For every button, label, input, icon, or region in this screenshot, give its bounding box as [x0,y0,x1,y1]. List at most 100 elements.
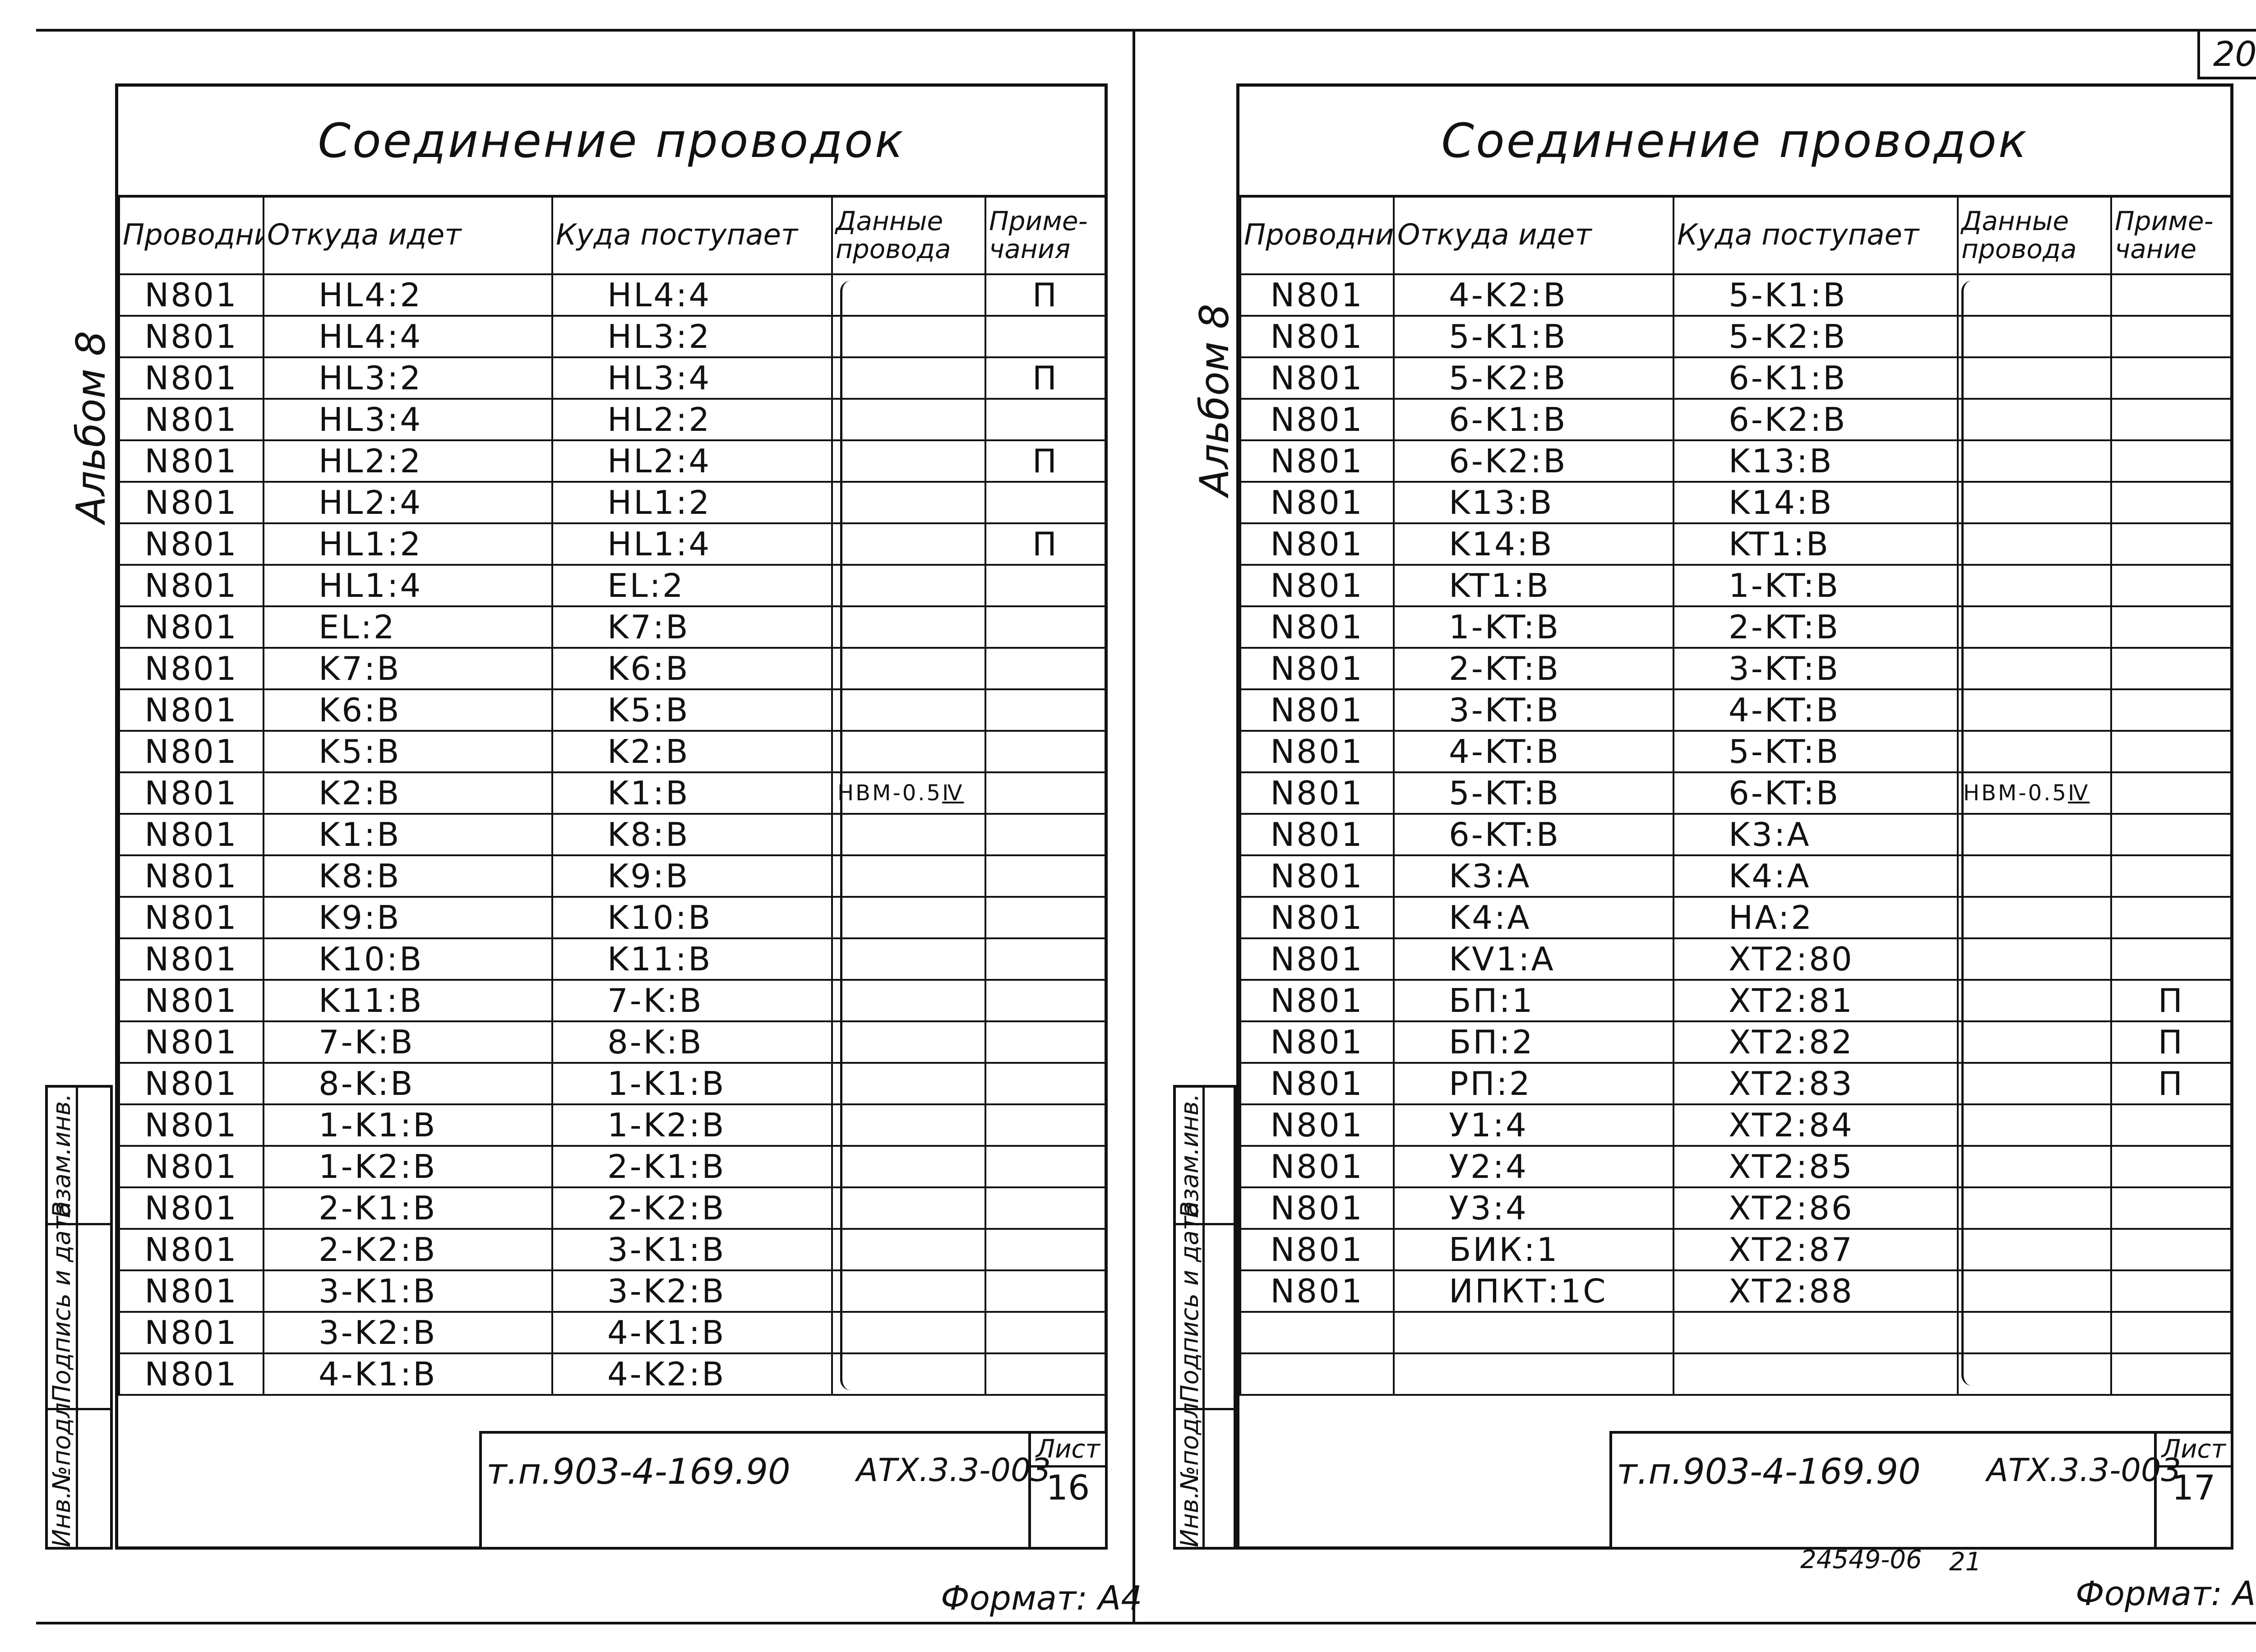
cell-to: K4:A [1673,854,1959,898]
cell-note: П [985,439,1106,483]
cell-wire-data [1957,1352,2112,1396]
cell-wire: N801 [118,605,264,649]
cell-note [2110,854,2232,898]
cell-wire: N801 [118,730,264,773]
cell-to: KT1:B [1673,522,1959,566]
cell-from: 2-K2:B [263,1228,553,1271]
cell-from: EL:2 [263,605,553,649]
table-row: N801 4-K2:B 5-K1:B [1239,273,2232,317]
cell-wire: N801 [118,1145,264,1188]
header-to: Куда поступает [551,195,833,275]
cell-note [985,481,1106,524]
cell-wire-data [1957,813,2112,856]
cell-wire-data [831,979,986,1022]
cell-to: 2-K2:B [551,1186,833,1230]
cell-from: HL1:2 [263,522,553,566]
cell-wire: N801 [118,813,264,856]
header-wire-data: Данные провода [1957,195,2112,275]
cell-note [2110,647,2232,690]
table-row: N801 БП:2 XT2:82 П [1239,1020,2232,1064]
cell-from: У2:4 [1393,1145,1674,1188]
right-side-vzam: Взам.инв. [1175,1093,1204,1218]
cell-from: 1-K2:B [263,1145,553,1188]
cell-from: K10:B [263,937,553,981]
cell-wire: N801 [118,937,264,981]
cell-note [2110,1145,2232,1188]
table-row: N801 HL1:2 HL1:4 П [118,522,1106,566]
cell-wire-data [831,937,986,981]
right-sheet-number: 17 [2172,1467,2216,1508]
cell-note [985,1062,1106,1105]
table-row: N801 5-KT:B 6-KT:B НВМ-0.5Ⅳ [1239,771,2232,815]
cell-note [985,398,1106,441]
table-row: N801 K8:B K9:B [118,854,1106,898]
left-doc-code: АТХ.3.3-003 [856,1452,1051,1489]
cell-from: K7:B [263,647,553,690]
table-row: N801 8-K:B 1-K1:B [118,1062,1106,1105]
cell-wire: N801 [118,896,264,939]
header-wire: Проводник [1239,195,1395,275]
right-data-brace [1961,281,1973,1386]
table-row [1239,1311,2232,1354]
table-row: N801 K3:A K4:A [1239,854,2232,898]
cell-to: K3:A [1673,813,1959,856]
cell-from: K14:B [1393,522,1674,566]
cell-to: K14:B [1673,481,1959,524]
table-row: N801 1-K2:B 2-K1:B [118,1145,1106,1188]
left-side-cell-divider-2 [48,1408,110,1410]
cell-wire-data [831,481,986,524]
right-sheet-label: Лист [2157,1434,2231,1467]
cell-wire-data [1957,937,2112,981]
cell-wire: N801 [118,1103,264,1147]
cell-wire: N801 [118,1186,264,1230]
cell-wire-data: НВМ-0.5Ⅳ [1957,771,2112,815]
cell-wire-data [1957,896,2112,939]
table-row: N801 K7:B K6:B [118,647,1106,690]
cell-wire-data [831,1352,986,1396]
table-row: N801 У1:4 XT2:84 [1239,1103,2232,1147]
left-sheet-label: Лист [1031,1434,1105,1467]
cell-note [985,979,1106,1022]
table-row: N801 K1:B K8:B [118,813,1106,856]
cell-wire-data [1957,1311,2112,1354]
cell-to: EL:2 [551,564,833,607]
cell-wire-data [1957,1145,2112,1188]
cell-note [2110,398,2232,441]
cell-wire-data [1957,564,2112,607]
header-wire-data: Данные провода [831,195,986,275]
cell-to: HL3:2 [551,315,833,358]
table-row: N801 РП:2 XT2:83 П [1239,1062,2232,1105]
cell-wire [1239,1311,1395,1354]
cell-from: БП:2 [1393,1020,1674,1064]
cell-wire: N801 [1239,522,1395,566]
page-number-underline [2197,77,2256,79]
cell-to: XT2:87 [1673,1228,1959,1271]
cell-wire: N801 [118,1311,264,1354]
cell-note [2110,605,2232,649]
cell-wire: N801 [1239,273,1395,317]
cell-to [1673,1352,1959,1396]
cell-note [2110,522,2232,566]
cell-to: HL2:2 [551,398,833,441]
header-to: Куда поступает [1673,195,1959,275]
cell-from: 8-K:B [263,1062,553,1105]
table-row [1239,1352,2232,1396]
cell-from: 4-K2:B [1393,273,1674,317]
cell-to: K5:B [551,688,833,732]
cell-from: KV1:A [1393,937,1674,981]
cell-note [2110,1186,2232,1230]
cell-wire: N801 [118,481,264,524]
cell-from: HL2:4 [263,481,553,524]
cell-from: K2:B [263,771,553,815]
table-row: N801 K11:B 7-K:B [118,979,1106,1022]
cell-wire-data [1957,1103,2112,1147]
cell-wire: N801 [1239,813,1395,856]
cell-wire: N801 [118,1062,264,1105]
cell-wire-data [831,605,986,649]
cell-wire: N801 [1239,771,1395,815]
table-row: N801 3-K1:B 3-K2:B [118,1269,1106,1313]
cell-note [2110,730,2232,773]
table-row: N801 K13:B K14:B [1239,481,2232,524]
cell-wire: N801 [1239,730,1395,773]
cell-to: 3-K2:B [551,1269,833,1313]
